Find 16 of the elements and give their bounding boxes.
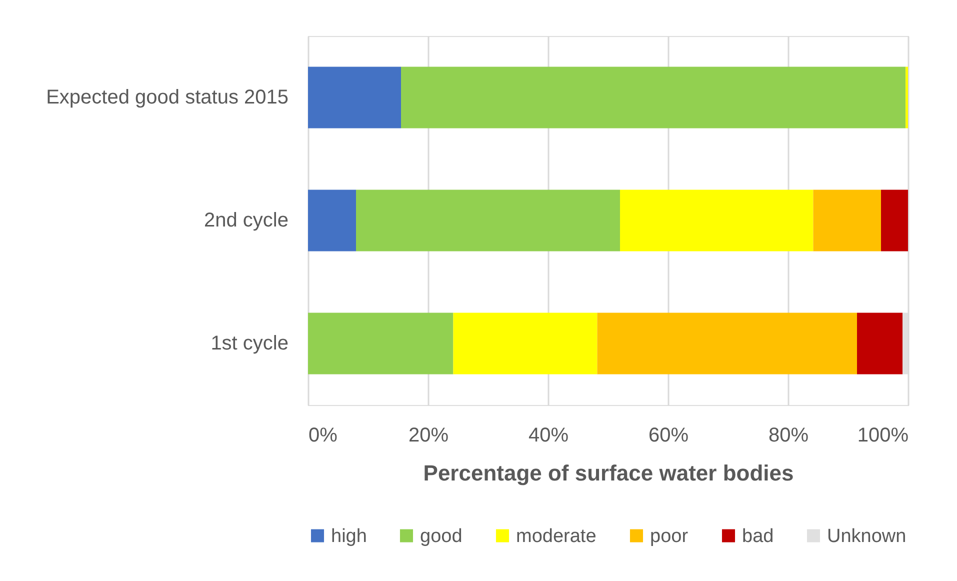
x-tick-label: 0% xyxy=(308,424,338,446)
legend-label: Unknown xyxy=(827,526,906,547)
legend-label: high xyxy=(331,526,367,547)
legend-label: good xyxy=(420,526,462,547)
x-tick-label: 40% xyxy=(528,424,569,446)
x-tick-label: 80% xyxy=(768,424,809,446)
x-axis-title: Percentage of surface water bodies xyxy=(423,460,794,486)
legend-label: bad xyxy=(742,526,774,547)
y-tick-label: 2nd cycle xyxy=(204,210,288,232)
x-tick-label: 100% xyxy=(857,424,909,446)
legend-label: moderate xyxy=(516,526,596,547)
x-tick-label: 20% xyxy=(408,424,449,446)
y-tick-label: 1st cycle xyxy=(210,332,288,354)
legend-label: poor xyxy=(650,526,689,547)
x-tick-label: 60% xyxy=(648,424,689,446)
y-tick-label: Expected good status 2015 xyxy=(46,86,288,108)
